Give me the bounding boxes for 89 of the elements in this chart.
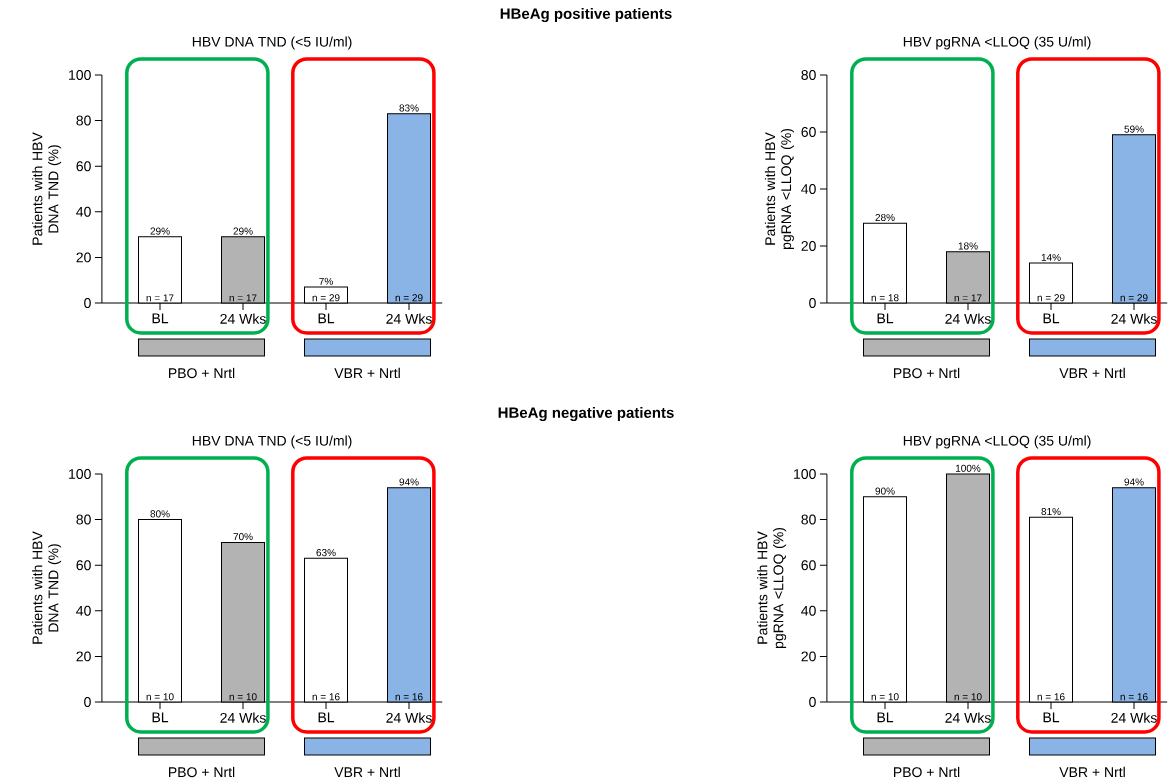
data-label: 100%: [955, 464, 981, 472]
y-tick-label: 40: [76, 206, 91, 217]
y-tick-label: 20: [801, 241, 816, 251]
data-label: 94%: [399, 478, 419, 486]
y-tick-label: 80: [76, 115, 91, 126]
y-axis-title: Patients with HBV DNA TND (%): [32, 132, 62, 245]
annotation: n = 16: [395, 693, 423, 701]
annotation: n = 16: [1120, 693, 1148, 701]
y-tick-label: 0: [84, 298, 91, 308]
x-tick-label: 24 Wks: [1111, 313, 1157, 324]
annotation: n = 29: [1037, 294, 1065, 302]
y-tick-label: 0: [809, 697, 816, 707]
y-tick-label: 20: [76, 252, 91, 263]
y-tick-label: 20: [801, 651, 816, 662]
y-tick-label: 100: [69, 70, 91, 80]
y-axis-title: Patients with HBV pgRNA <LLOQ (%): [757, 527, 787, 648]
data-label: 70%: [233, 533, 253, 541]
x-tick-label: BL: [877, 313, 894, 324]
annotation: n = 17: [146, 294, 174, 302]
x-tick-label: 24 Wks: [945, 313, 991, 324]
annotation: n = 10: [229, 693, 257, 701]
text: HBeAg positive patients: [500, 7, 672, 23]
x-tick-label: BL: [1043, 712, 1060, 723]
x-tick-label: BL: [1043, 313, 1060, 324]
x-tick-label: 24 Wks: [386, 712, 432, 723]
annotation: n = 18: [871, 294, 899, 302]
x-tick-label: BL: [318, 712, 335, 723]
annotation: n = 16: [1037, 693, 1065, 701]
text: HBeAg negative patients: [498, 406, 674, 422]
y-tick-label: 80: [76, 514, 91, 525]
x-tick-label: 24 Wks: [386, 313, 432, 324]
y-axis-title: Patients with HBV pgRNA <LLOQ (%): [764, 128, 794, 249]
text: VBR + Nrtl: [334, 367, 400, 379]
y-tick-label: 100: [794, 469, 816, 479]
text: PBO + Nrtl: [894, 766, 960, 778]
y-tick-label: 60: [76, 161, 91, 172]
chart-title: HBV pgRNA <LLOQ (35 U/ml): [903, 36, 1091, 50]
annotation: n = 29: [395, 294, 423, 302]
y-tick-label: 60: [801, 127, 816, 137]
annotation: n = 17: [954, 294, 982, 302]
data-label: 94%: [1124, 478, 1144, 486]
data-label: 29%: [233, 227, 253, 235]
x-tick-label: 24 Wks: [220, 313, 266, 324]
chart-title: HBV pgRNA <LLOQ (35 U/ml): [903, 435, 1091, 449]
x-tick-label: 24 Wks: [220, 712, 266, 723]
data-label: 18%: [958, 242, 978, 250]
chart-title: HBV DNA TND (<5 IU/ml): [192, 435, 352, 449]
x-tick-label: BL: [152, 712, 169, 723]
text: VBR + Nrtl: [334, 766, 400, 778]
x-tick-label: BL: [152, 313, 169, 324]
data-label: 90%: [875, 487, 895, 495]
annotation: n = 16: [312, 693, 340, 701]
x-tick-label: BL: [877, 712, 894, 723]
y-tick-label: 20: [76, 651, 91, 662]
y-tick-label: 80: [801, 514, 816, 525]
annotation: n = 10: [146, 693, 174, 701]
annotation: n = 29: [312, 294, 340, 302]
x-tick-label: 24 Wks: [1111, 712, 1157, 723]
text: PBO + Nrtl: [169, 367, 235, 379]
x-tick-label: BL: [318, 313, 335, 324]
data-label: 59%: [1124, 125, 1144, 133]
annotation: n = 29: [1120, 294, 1148, 302]
chart-title: HBV DNA TND (<5 IU/ml): [192, 36, 352, 50]
data-label: 63%: [316, 549, 336, 557]
annotation: n = 10: [871, 693, 899, 701]
annotation: n = 10: [954, 693, 982, 701]
text: VBR + Nrtl: [1059, 367, 1125, 379]
y-tick-label: 60: [801, 560, 816, 571]
data-label: 80%: [150, 510, 170, 518]
data-label: 28%: [875, 213, 895, 221]
text: PBO + Nrtl: [894, 367, 960, 379]
y-tick-label: 40: [801, 605, 816, 616]
y-tick-label: 80: [801, 70, 816, 80]
y-tick-label: 100: [69, 469, 91, 479]
y-tick-label: 40: [801, 184, 816, 194]
text: PBO + Nrtl: [169, 766, 235, 778]
y-tick-label: 0: [84, 697, 91, 707]
data-label: 83%: [399, 104, 419, 112]
y-tick-label: 0: [809, 298, 816, 308]
data-label: 81%: [1041, 508, 1061, 516]
y-tick-label: 40: [76, 605, 91, 616]
data-label: 14%: [1041, 253, 1061, 261]
x-tick-label: 24 Wks: [945, 712, 991, 723]
data-label: 7%: [319, 277, 333, 285]
y-tick-label: 60: [76, 560, 91, 571]
data-label: 29%: [150, 227, 170, 235]
y-axis-title: Patients with HBV DNA TND (%): [32, 531, 62, 644]
text: VBR + Nrtl: [1059, 766, 1125, 778]
annotation: n = 17: [229, 294, 257, 302]
